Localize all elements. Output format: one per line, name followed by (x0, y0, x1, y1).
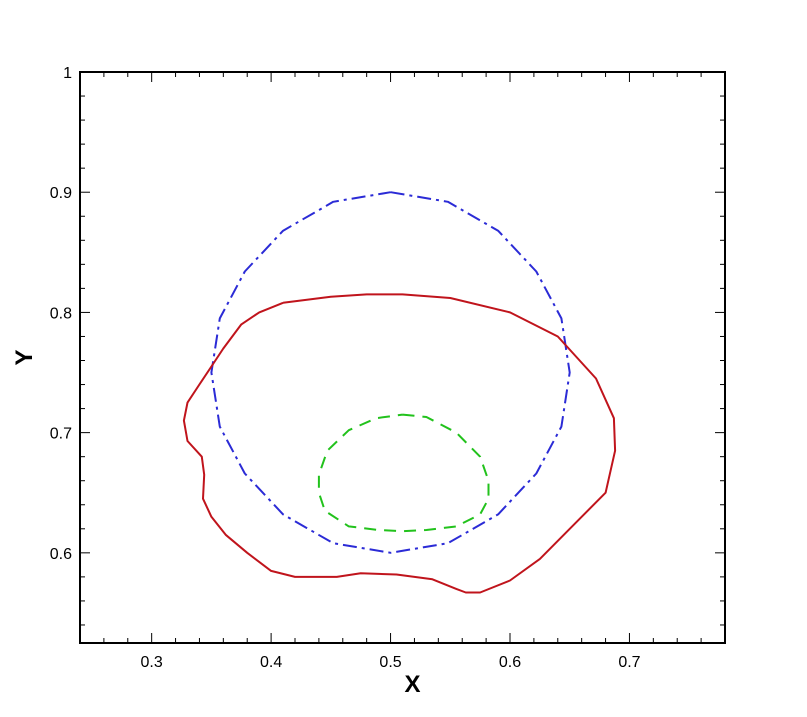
y-tick-label: 0.7 (50, 426, 72, 443)
plot-series (182, 191, 617, 594)
y-axis-label: Y (11, 349, 38, 365)
y-tick-label: 0.8 (50, 305, 72, 322)
y-tick-label: 1 (63, 65, 72, 82)
x-tick-label: 0.7 (618, 654, 640, 671)
series-line-dashed (317, 413, 490, 533)
x-tick-label: 0.3 (141, 654, 163, 671)
plot-frame (79, 71, 726, 644)
axis-ticks (79, 71, 726, 643)
y-tick-label: 0.9 (50, 185, 72, 202)
y-tick-label: 0.6 (50, 546, 72, 563)
x-tick-label: 0.4 (260, 654, 282, 671)
x-axis-label: X (404, 671, 420, 698)
series-line-dashdot (210, 191, 571, 554)
series-line-solid (182, 293, 617, 594)
tick-labels: 0.3 0.4 0.5 0.6 0.7 0.6 0.7 0.8 0.9 1 (50, 65, 641, 671)
x-tick-label: 0.6 (499, 654, 521, 671)
x-tick-label: 0.5 (379, 654, 401, 671)
